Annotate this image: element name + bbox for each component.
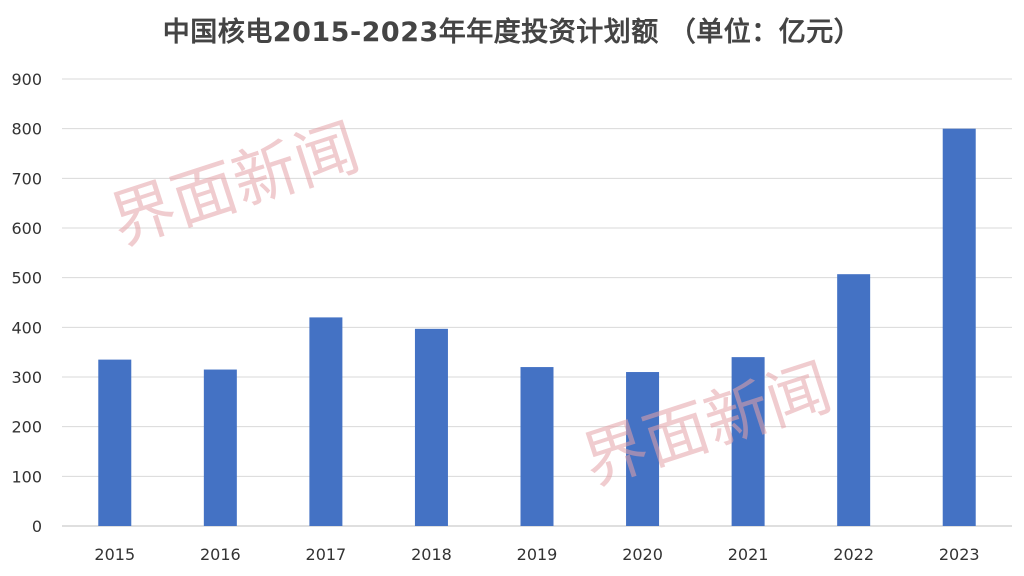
bar-2020 xyxy=(626,372,660,526)
y-tick-label: 700 xyxy=(11,169,42,188)
y-tick-label: 400 xyxy=(11,318,42,337)
y-tick-label: 0 xyxy=(32,517,42,536)
bar-2017 xyxy=(309,317,343,526)
bar-2018 xyxy=(414,328,448,526)
bar-2016 xyxy=(203,369,237,526)
watermark-2: 界面新闻 xyxy=(574,351,840,500)
x-tick-label: 2021 xyxy=(728,545,769,564)
y-tick-label: 100 xyxy=(11,467,42,486)
chart-title: 中国核电2015-2023年年度投资计划额 （单位：亿元） xyxy=(162,17,862,48)
watermark-1: 界面新闻 xyxy=(102,111,368,260)
bar-2019 xyxy=(520,367,554,526)
bar-2023 xyxy=(942,128,976,526)
y-tick-label: 300 xyxy=(11,368,42,387)
bar-2022 xyxy=(837,274,871,526)
x-tick-label: 2016 xyxy=(200,545,241,564)
bar-2015 xyxy=(98,359,132,526)
x-tick-label: 2015 xyxy=(94,545,135,564)
y-tick-label: 900 xyxy=(11,70,42,89)
bar-2021 xyxy=(731,357,765,526)
x-tick-label: 2022 xyxy=(833,545,874,564)
y-tick-label: 200 xyxy=(11,418,42,437)
x-tick-label: 2019 xyxy=(517,545,558,564)
x-tick-label: 2020 xyxy=(622,545,663,564)
y-tick-label: 500 xyxy=(11,269,42,288)
y-tick-label: 600 xyxy=(11,219,42,238)
x-tick-label: 2018 xyxy=(411,545,452,564)
x-tick-label: 2017 xyxy=(306,545,347,564)
x-tick-label: 2023 xyxy=(939,545,980,564)
y-tick-label: 800 xyxy=(11,120,42,139)
